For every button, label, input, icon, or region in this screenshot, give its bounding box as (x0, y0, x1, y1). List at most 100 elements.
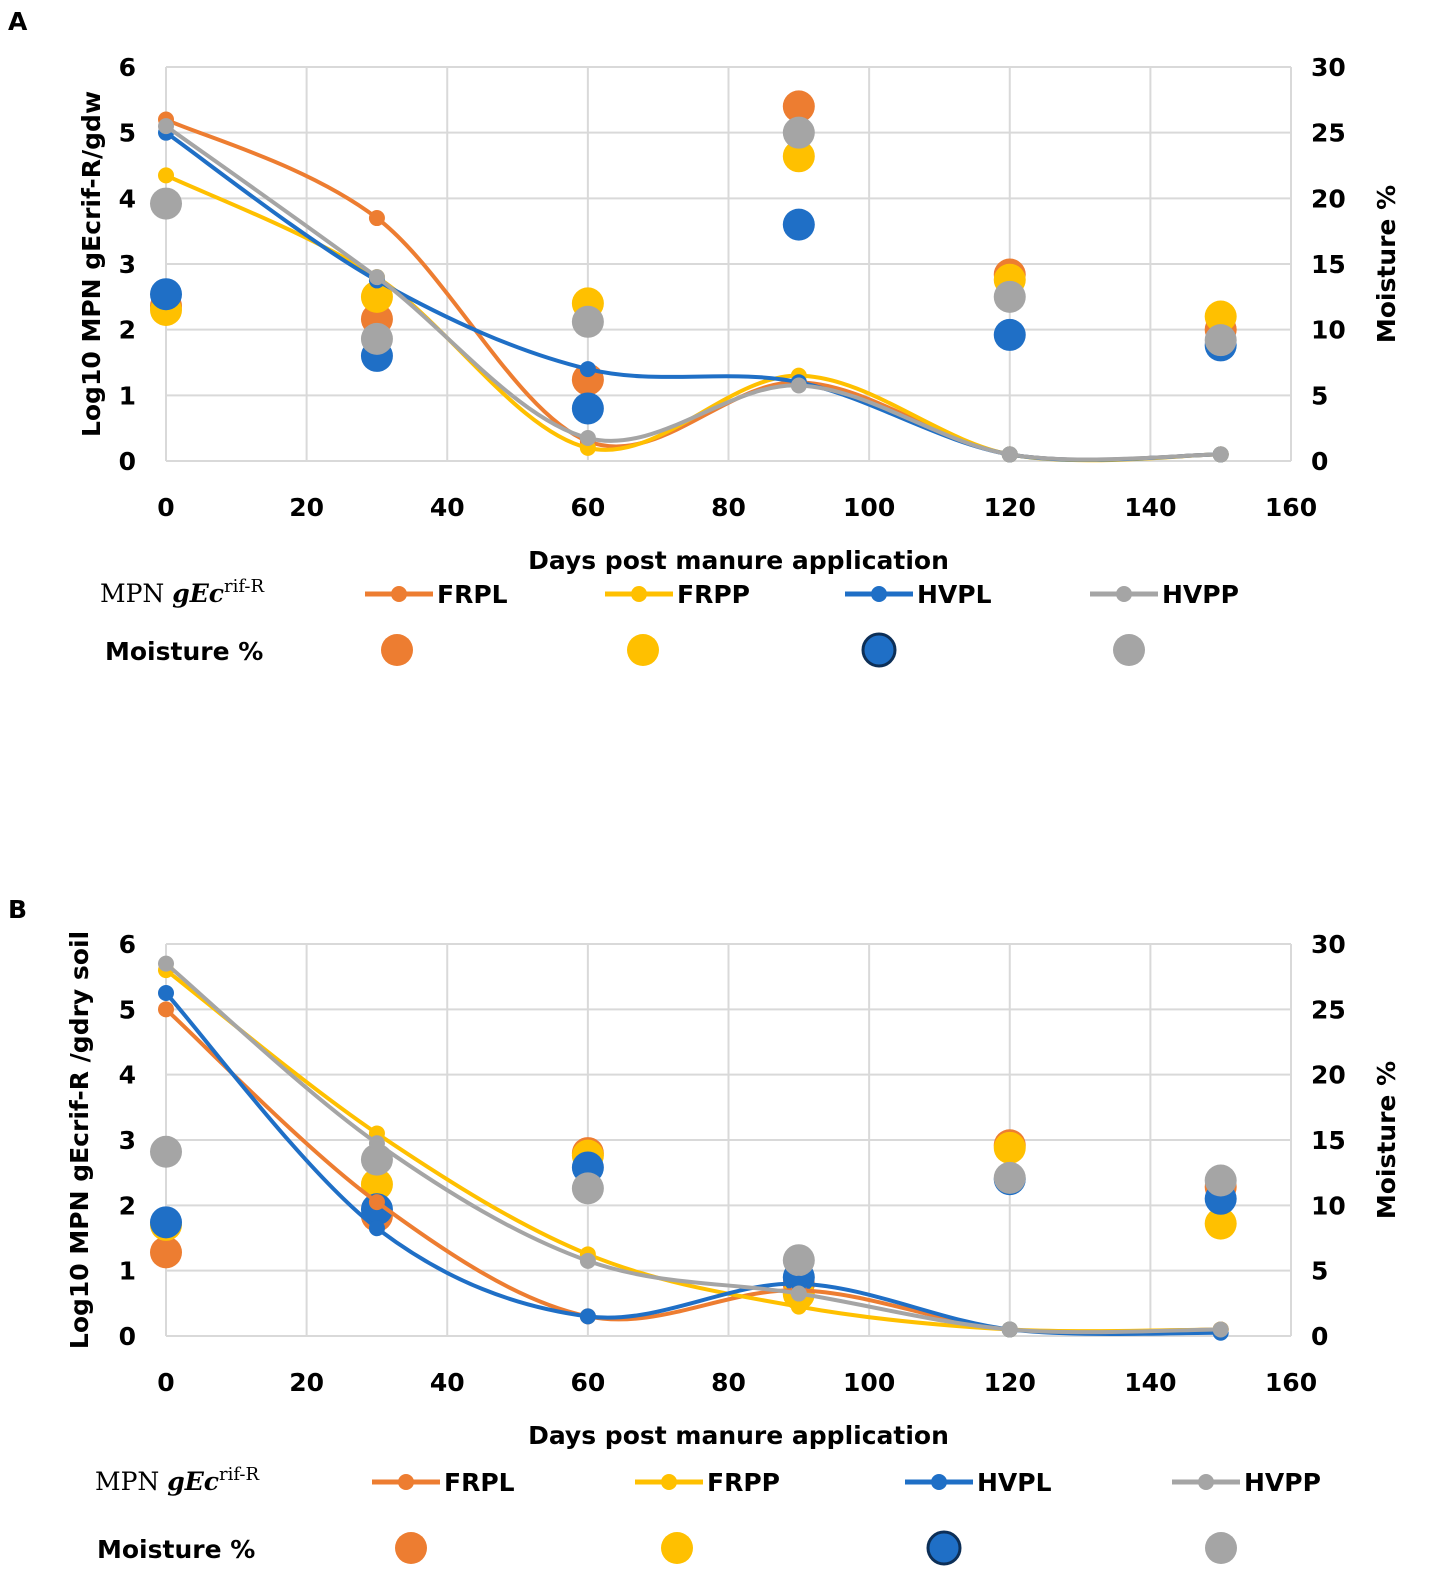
y-tick-label: 4 (119, 1061, 136, 1090)
mpn-point-hvpp (1212, 446, 1229, 463)
legend-series-label: FRPL (444, 1468, 515, 1497)
y-tick-label: 1 (119, 381, 136, 410)
series-line-hvpp (164, 124, 1221, 462)
moisture-marker-hvpp (150, 1135, 182, 1168)
moisture-marker-hvpl (150, 278, 182, 311)
y-tick-label: 2 (119, 1191, 136, 1220)
y-tick-label: 6 (119, 930, 136, 959)
x-tick-label: 40 (430, 493, 465, 522)
legend-point-frpp (661, 1474, 677, 1490)
moisture-marker-hvpp (993, 280, 1026, 313)
chart-a-svg: A0 20 40 60 80 100 120 140 160012345605101520253… (8, 7, 1401, 668)
legend-moisture-marker-frpl (381, 634, 413, 666)
y2-tick-label: 5 (1311, 1257, 1328, 1286)
moisture-marker-hvpp (571, 1172, 604, 1205)
x-tick-label: 100 (843, 493, 895, 522)
y2-tick-label: 25 (1311, 119, 1346, 148)
moisture-marker-frpp (1204, 300, 1237, 333)
legend-point-frpp (631, 586, 647, 602)
x-tick-label: 0 (157, 493, 174, 522)
y-tick-label: 3 (119, 250, 136, 279)
moisture-marker-frpl (150, 1236, 182, 1269)
legend-moisture-label: Moisture % (105, 637, 263, 666)
moisture-marker-frpp (360, 1168, 393, 1201)
moisture-marker-hvpp (1204, 1164, 1237, 1197)
moisture-marker-hvpp (782, 116, 815, 149)
chart-b-svg: B0 20 40 60 80 100 120 140 160012345605101520253… (8, 895, 1401, 1566)
x-tick-label: 160 (1265, 1368, 1317, 1397)
y2-tick-label: 30 (1311, 930, 1346, 959)
legend-mpn-organism: gEc (172, 579, 224, 608)
y-tick-label: 3 (119, 1126, 136, 1155)
series-line-frpp (164, 968, 1221, 1334)
x-tick-label: 140 (1124, 1368, 1176, 1397)
legend-moisture-marker-frpp (661, 1532, 693, 1564)
y-tick-label: 0 (119, 1322, 136, 1351)
moisture-marker-hvpp (360, 322, 393, 355)
x-tick-label: 140 (1124, 493, 1176, 522)
moisture-marker-hvpp (1204, 324, 1237, 357)
y-tick-label: 5 (119, 119, 136, 148)
y-tick-label: 5 (119, 995, 136, 1024)
moisture-marker-hvpp (993, 1161, 1026, 1194)
moisture-marker-hvpp (782, 1244, 815, 1277)
legend-mpn-label: MPN gEcrif-R (95, 1464, 259, 1496)
x-axis-title: Days post manure application (528, 546, 949, 575)
legend-point-frpl (398, 1474, 414, 1490)
mpn-point-hvpl (158, 985, 174, 1001)
y-tick-label: 6 (119, 53, 136, 82)
y2-tick-label: 15 (1311, 250, 1346, 279)
moisture-marker-hvpp (150, 187, 182, 220)
mpn-point-frpp (790, 1298, 807, 1315)
mpn-point-hvpp (790, 1285, 807, 1302)
moisture-marker-hvpp (360, 1143, 393, 1176)
moisture-marker-frpp (993, 1131, 1026, 1164)
y-tick-label: 2 (119, 316, 136, 345)
legend-series-label: HVPP (1162, 580, 1239, 609)
y-tick-label: 0 (119, 447, 136, 476)
legend-point-hvpp (1116, 586, 1132, 602)
legend-mpn-superscript: rif-R (219, 1464, 259, 1485)
mpn-point-hvpp (158, 955, 174, 972)
mpn-point-hvpp (368, 1135, 385, 1152)
legend-mpn-superscript: rif-R (224, 576, 264, 597)
x-tick-label: 60 (570, 1368, 605, 1397)
mpn-point-hvpp (790, 377, 807, 394)
moisture-marker-hvpl (150, 1206, 182, 1239)
x-tick-label: 120 (984, 1368, 1036, 1397)
legend-series-label: HVPP (1244, 1468, 1321, 1497)
mpn-point-hvpp (1001, 1321, 1018, 1338)
mpn-point-hvpp (1001, 446, 1018, 463)
y2-tick-label: 20 (1311, 1061, 1346, 1090)
y2-tick-label: 25 (1311, 995, 1346, 1024)
chart-panel-a: A 0 20 40 60 80 100 120 140 160 0 1 2 3 4 5 6 0 5 10 15 20 25 3… (0, 0, 1430, 700)
chart-panel-b: B 0 20 40 60 80 100 120 140 160 0 1 2 3 4 5 6 0 5 10 15 20 25 3… (0, 888, 1430, 1590)
y2-tick-label: 10 (1311, 316, 1346, 345)
moisture-marker-hvpl (993, 318, 1026, 351)
legend-mpn-prefix: MPN (95, 1467, 167, 1496)
y2-axis-title: Moisture % (1372, 185, 1401, 343)
legend-point-hvpl (931, 1474, 947, 1490)
moisture-marker-frpp (782, 140, 815, 173)
legend-series-label: FRPP (707, 1468, 780, 1497)
legend-moisture-marker-hvpl (926, 1530, 962, 1566)
moisture-marker-hvpp (571, 305, 604, 338)
mpn-point-hvpp (579, 430, 596, 447)
legend-point-frpl (391, 586, 407, 602)
mpn-point-hvpp (158, 118, 174, 135)
y2-tick-label: 10 (1311, 1191, 1346, 1220)
legend-mpn-prefix: MPN (100, 579, 172, 608)
legend-point-hvpl (871, 586, 887, 602)
legend-point-hvpp (1198, 1474, 1214, 1490)
legend-moisture-marker-hvpl (861, 632, 897, 668)
x-tick-label: 80 (711, 1368, 746, 1397)
x-tick-label: 20 (289, 493, 324, 522)
legend-moisture-marker-frpl (395, 1532, 427, 1564)
panel-label-a: A (8, 7, 28, 36)
moisture-marker-frpl (782, 90, 815, 123)
legend-moisture-marker-hvpp (1205, 1532, 1237, 1564)
moisture-marker-hvpl (571, 392, 604, 425)
mpn-point-frpl (368, 210, 385, 227)
y2-tick-label: 15 (1311, 1126, 1346, 1155)
legend-moisture-marker-hvpp (1113, 634, 1145, 666)
